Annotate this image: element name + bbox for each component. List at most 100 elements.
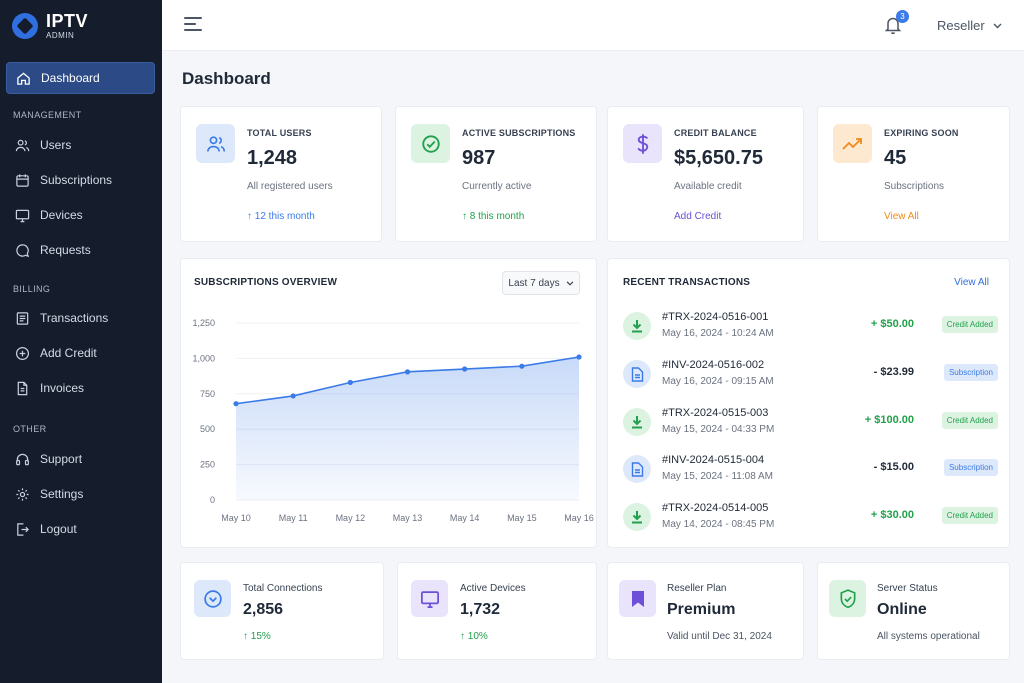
transaction-badge: Subscription	[943, 459, 998, 476]
sidebar-item-support[interactable]: Support	[6, 443, 155, 475]
menu-toggle-icon[interactable]	[184, 17, 202, 33]
series-area	[236, 356, 579, 500]
document-icon	[623, 360, 651, 388]
data-point	[290, 393, 296, 399]
transaction-amount: - $23.99	[873, 366, 914, 378]
x-tick-label: May 10	[221, 513, 251, 523]
stat-card-credit-balance: CREDIT BALANCE $5,650.75 Available credi…	[607, 106, 804, 242]
sidebar-item-label: Transactions	[40, 311, 109, 325]
range-select[interactable]: Last 7 days	[502, 271, 580, 295]
transaction-amount: - $15.00	[873, 461, 914, 473]
sidebar-item-logout[interactable]: Logout	[6, 513, 155, 545]
sidebar-item-dashboard[interactable]: Dashboard	[6, 62, 155, 94]
monitor-icon	[15, 209, 30, 222]
transactions-title: RECENT TRANSACTIONS	[623, 277, 751, 288]
brand-subtitle: ADMIN	[46, 31, 75, 40]
download-icon	[623, 312, 651, 340]
bell-icon[interactable]	[884, 15, 902, 35]
dollar-icon	[623, 124, 662, 163]
view-all-expiring-link[interactable]: View All	[884, 211, 919, 222]
transaction-row[interactable]: #INV-2024-0515-004 May 15, 2024 - 11:08 …	[623, 451, 998, 491]
sidebar-item-invoices[interactable]: Invoices	[6, 372, 155, 404]
brand[interactable]: IPTV ADMIN	[12, 12, 88, 40]
section-management: MANAGEMENT	[13, 110, 82, 120]
transaction-id: #INV-2024-0516-002	[662, 359, 765, 371]
stat-trend: ↑ 12 this month	[247, 211, 315, 222]
data-point	[233, 401, 239, 407]
check-circle-icon	[411, 124, 450, 163]
sidebar-item-label: Settings	[40, 487, 84, 501]
sidebar-item-transactions[interactable]: Transactions	[6, 302, 155, 334]
card-value: 1,732	[460, 601, 501, 618]
transaction-date: May 14, 2024 - 08:45 PM	[662, 519, 775, 530]
transaction-amount: + $30.00	[870, 509, 914, 521]
monitor-icon	[411, 580, 448, 617]
x-tick-label: May 16	[564, 513, 594, 523]
sidebar-item-users[interactable]: Users	[6, 129, 155, 161]
transaction-date: May 15, 2024 - 11:08 AM	[662, 471, 773, 482]
file-icon	[17, 381, 28, 395]
chevron-circle-icon	[194, 580, 231, 617]
y-tick-label: 0	[210, 495, 215, 505]
data-point	[576, 354, 582, 360]
stat-value: 1,248	[247, 147, 298, 169]
y-tick-label: 250	[200, 460, 215, 470]
sidebar-item-label: Support	[40, 452, 83, 466]
subscriptions-overview-card: SUBSCRIPTIONS OVERVIEW Last 7 days 0 250 5…	[180, 258, 597, 548]
card-subtitle: All systems operational	[877, 631, 980, 642]
view-all-transactions-link[interactable]: View All	[954, 277, 989, 288]
user-menu[interactable]: Reseller	[937, 18, 1002, 33]
top-bar: 3 Reseller	[162, 0, 1024, 51]
sidebar-item-label: Invoices	[40, 381, 85, 395]
card-trend: ↑ 15%	[243, 631, 271, 642]
gear-icon	[16, 487, 29, 501]
sidebar-item-label: Add Credit	[40, 346, 97, 360]
sidebar-item-settings[interactable]: Settings	[6, 478, 155, 510]
chevron-down-icon	[993, 23, 1002, 28]
transaction-id: #INV-2024-0515-004	[662, 454, 765, 466]
server-status-card: Server Status Online All systems operati…	[817, 562, 1010, 660]
card-value: Premium	[667, 601, 736, 618]
x-tick-label: May 13	[393, 513, 423, 523]
sidebar-item-label: Logout	[40, 522, 77, 536]
data-point	[347, 379, 353, 386]
trend-up-icon	[833, 124, 872, 163]
sidebar-item-add-credit[interactable]: Add Credit	[6, 337, 155, 369]
stat-subtitle: All registered users	[247, 181, 333, 192]
sidebar-item-devices[interactable]: Devices	[6, 199, 155, 231]
stat-label: CREDIT BALANCE	[674, 128, 757, 138]
section-billing: BILLING	[13, 284, 51, 294]
card-label: Total Connections	[243, 583, 323, 594]
notification-badge: 3	[896, 10, 909, 23]
sidebar-item-requests[interactable]: Requests	[6, 234, 155, 266]
users-icon	[15, 139, 30, 151]
reseller-plan-card: Reseller Plan Premium Valid until Dec 31…	[607, 562, 804, 660]
transaction-date: May 16, 2024 - 09:15 AM	[662, 376, 774, 387]
page-title: Dashboard	[182, 69, 271, 88]
transaction-id: #TRX-2024-0514-005	[662, 502, 769, 514]
sidebar-item-label: Dashboard	[41, 71, 100, 85]
stat-value: $5,650.75	[674, 147, 763, 169]
section-other: OTHER	[13, 424, 47, 434]
sidebar-item-subscriptions[interactable]: Subscriptions	[6, 164, 155, 196]
transaction-row[interactable]: #TRX-2024-0515-003 May 15, 2024 - 04:33 …	[623, 404, 998, 444]
add-credit-link[interactable]: Add Credit	[674, 211, 722, 222]
users-icon	[196, 124, 235, 163]
transaction-row[interactable]: #TRX-2024-0514-005 May 14, 2024 - 08:45 …	[623, 499, 998, 539]
transaction-row[interactable]: #TRX-2024-0516-001 May 16, 2024 - 10:24 …	[623, 308, 998, 348]
sidebar-item-label: Devices	[40, 208, 83, 222]
y-tick-label: 500	[200, 424, 215, 434]
x-tick-label: May 11	[279, 513, 308, 523]
user-name: Reseller	[937, 18, 985, 33]
calendar-icon	[16, 173, 29, 187]
x-tick-label: May 14	[450, 513, 480, 523]
logo-icon	[12, 13, 38, 39]
stat-card-total-users: TOTAL USERS 1,248 All registered users ↑…	[180, 106, 382, 242]
transaction-id: #TRX-2024-0515-003	[662, 407, 769, 419]
card-trend: ↑ 10%	[460, 631, 488, 642]
transaction-row[interactable]: #INV-2024-0516-002 May 16, 2024 - 09:15 …	[623, 356, 998, 396]
data-point	[462, 366, 468, 372]
chart-title: SUBSCRIPTIONS OVERVIEW	[194, 277, 338, 288]
brand-title: IPTV	[46, 11, 89, 31]
subscriptions-chart: 0 250 500 750 1,000 1,250 May 10 May 11 May 12 Ma…	[192, 318, 594, 523]
